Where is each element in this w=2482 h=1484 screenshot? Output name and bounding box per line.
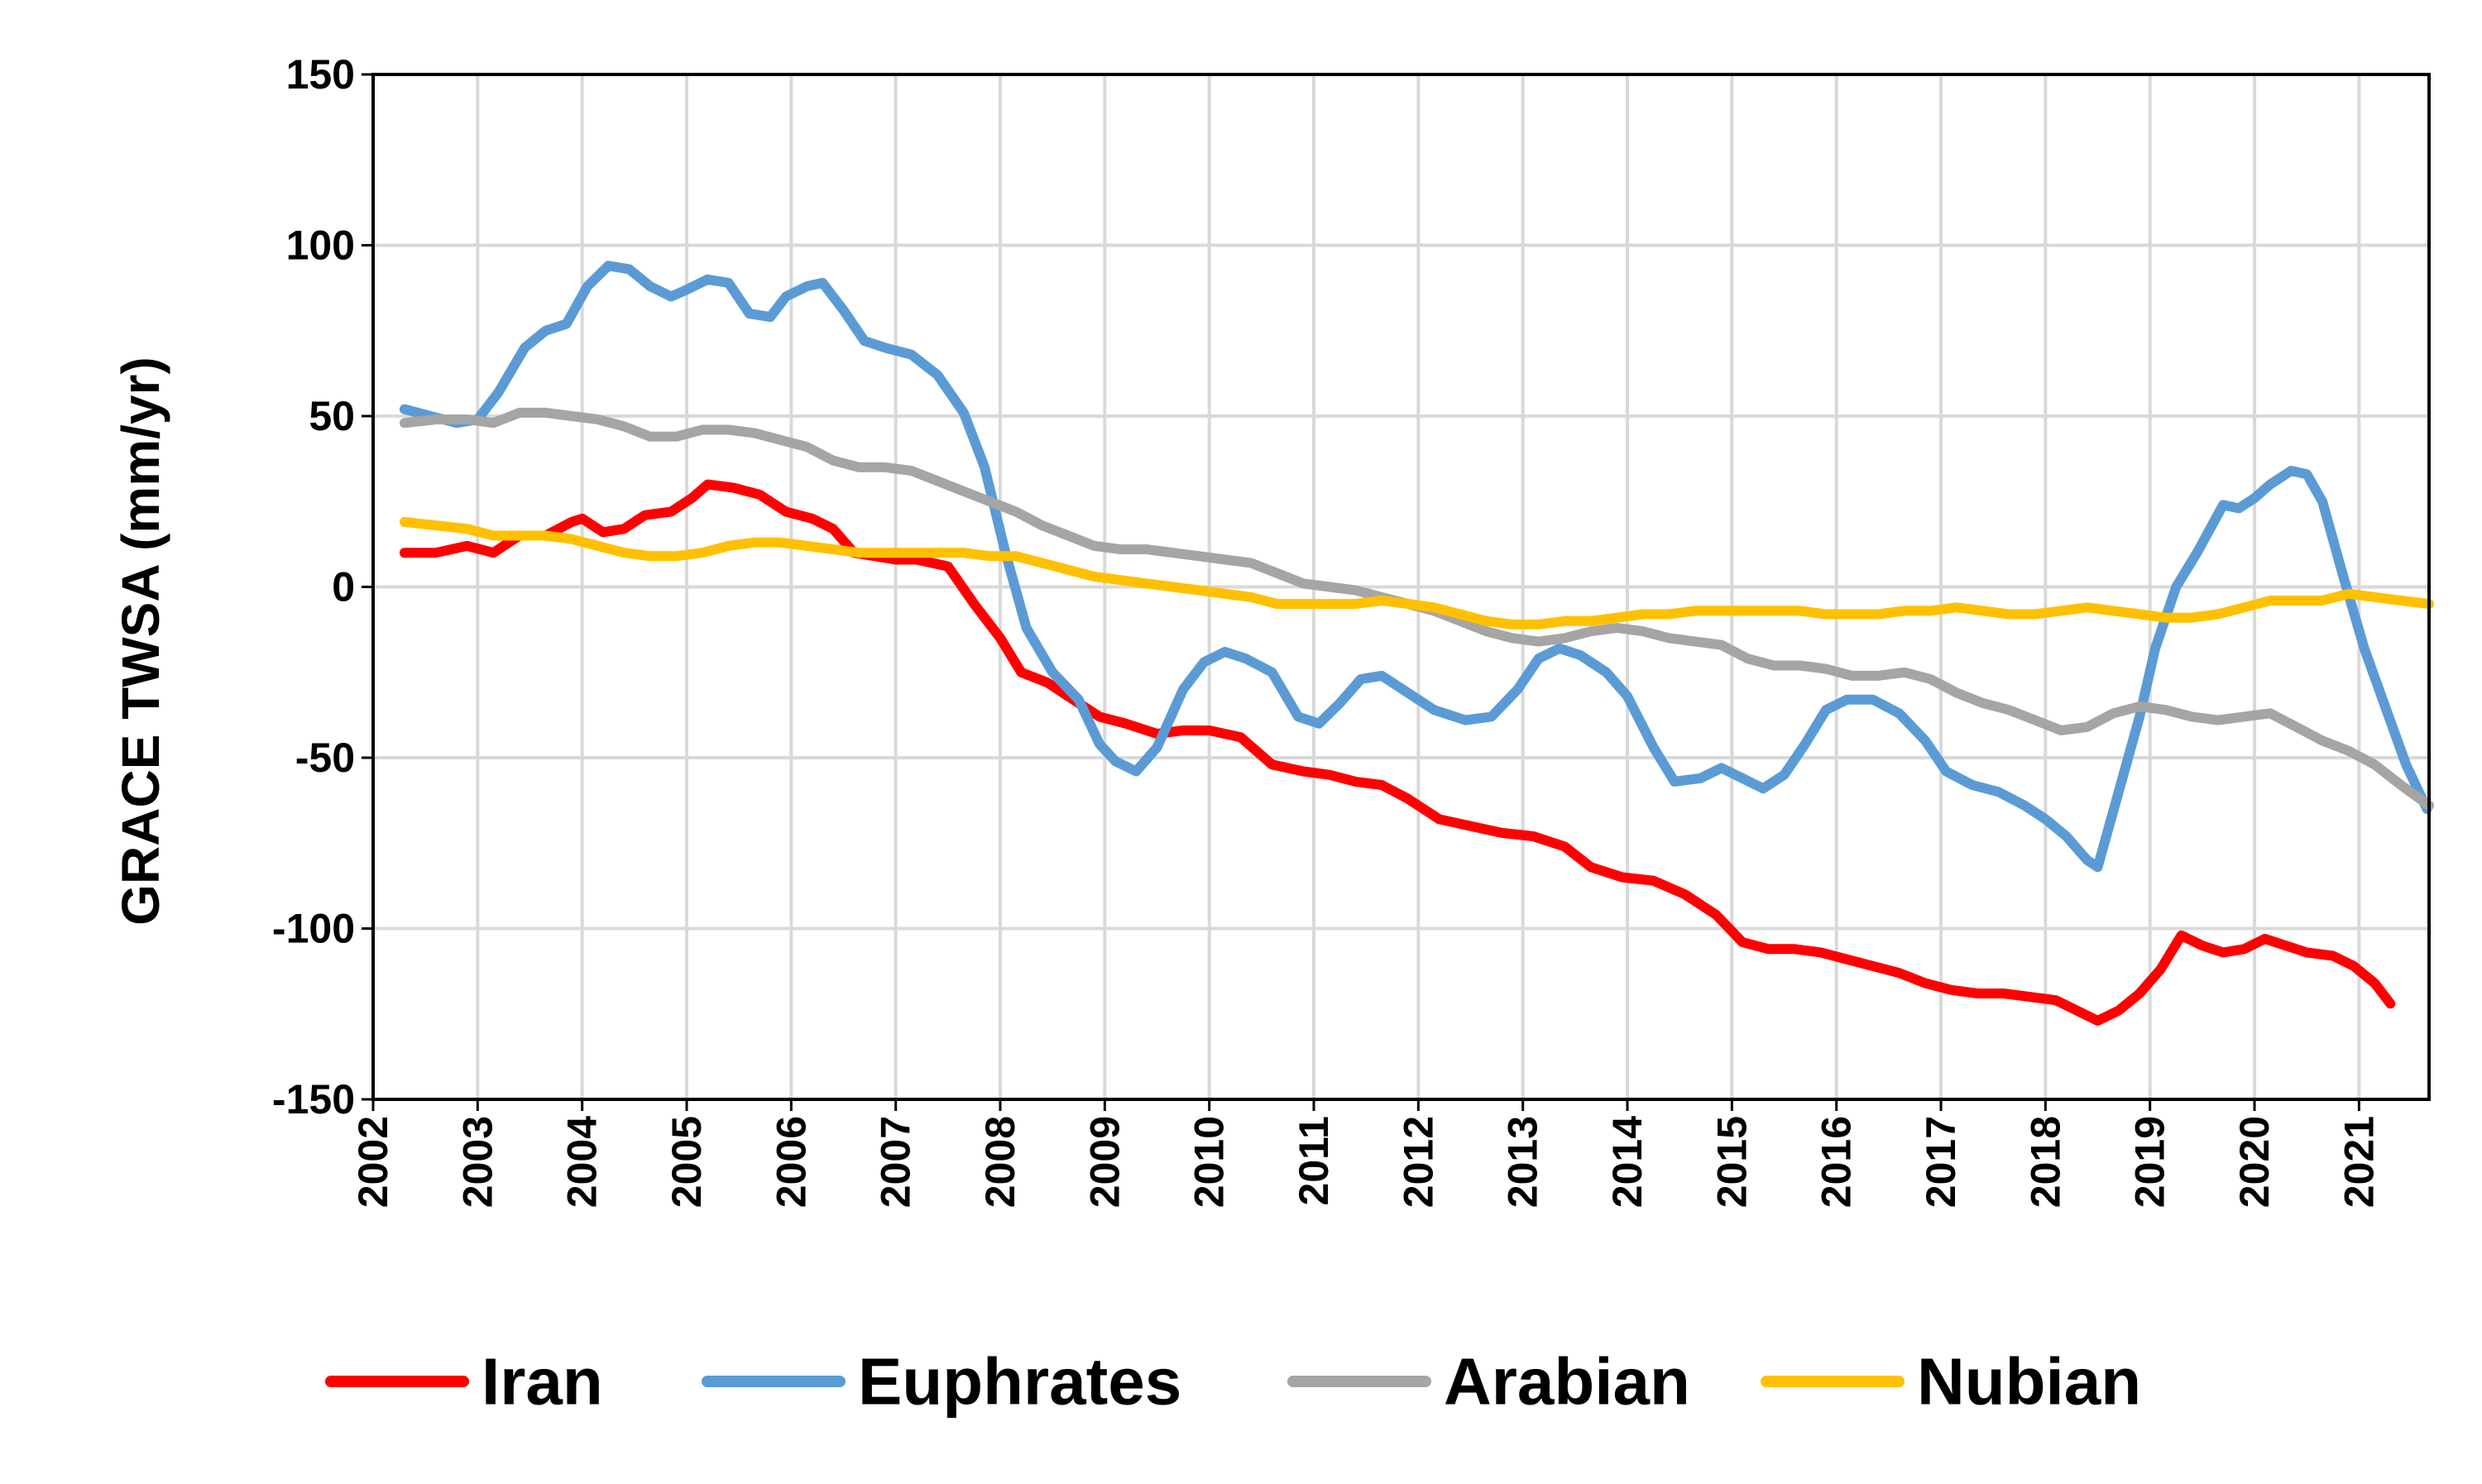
x-tick-label: 2008 (977, 1116, 1023, 1208)
y-tick-label: 0 (332, 564, 355, 610)
legend-item-iran: Iran (325, 1345, 603, 1419)
y-tick-label: 50 (309, 393, 355, 439)
y-axis-title: GRACE TWSA (mm/yr) (111, 357, 170, 925)
axes (362, 73, 2431, 1111)
x-tick-label: 2011 (1291, 1116, 1337, 1205)
legend: Iran Euphrates Arabian Nubian (325, 1345, 2141, 1419)
x-tick-label: 2003 (454, 1116, 501, 1208)
legend-item-nubian: Nubian (1761, 1345, 2141, 1419)
legend-label: Arabian (1444, 1345, 1690, 1419)
x-tick-label: 2010 (1186, 1116, 1233, 1208)
series-line-iran (399, 479, 2396, 1026)
series-line-euphrates (399, 261, 2432, 873)
x-tick-label: 2017 (1918, 1116, 1964, 1208)
y-tick-label: 150 (286, 51, 355, 98)
y-tick-label: -100 (272, 906, 355, 952)
legend-label: Euphrates (858, 1345, 1181, 1419)
y-tick-label: 100 (286, 223, 355, 269)
x-tick-labels: 2002 2003 2004 2005 2006 2007 2008 2009 2010 2011… (350, 1116, 2382, 1208)
x-tick-label: 2004 (559, 1116, 606, 1208)
legend-label: Nubian (1917, 1345, 2141, 1419)
x-tick-label: 2007 (873, 1116, 919, 1208)
x-tick-label: 2018 (2022, 1116, 2068, 1208)
x-tick-label: 2012 (1395, 1116, 1441, 1208)
y-tick-label: -50 (295, 735, 355, 781)
x-tick-label: 2006 (768, 1116, 814, 1208)
plot-frame (371, 73, 2431, 1101)
x-tick-label: 2014 (1604, 1116, 1651, 1208)
legend-item-euphrates: Euphrates (702, 1345, 1181, 1419)
x-tick-label: 2019 (2127, 1116, 2173, 1208)
y-tick-label: -150 (272, 1076, 355, 1123)
series-lines (399, 261, 2434, 1026)
legend-label: Iran (482, 1345, 603, 1419)
x-tick-label: 2015 (1708, 1116, 1755, 1208)
y-tick-labels: 150 100 50 0 -50 -100 -150 (272, 51, 355, 1123)
x-tick-label: 2021 (2336, 1116, 2382, 1208)
x-tick-label: 2002 (350, 1116, 396, 1208)
x-tick-label: 2013 (1500, 1116, 1546, 1208)
x-tick-label: 2020 (2231, 1116, 2278, 1208)
x-tick-label: 2016 (1814, 1116, 1860, 1208)
series-line-nubian (399, 517, 2434, 630)
legend-item-arabian: Arabian (1287, 1345, 1690, 1419)
x-tick-label: 2009 (1081, 1116, 1128, 1208)
x-tick-label: 2005 (664, 1116, 710, 1208)
